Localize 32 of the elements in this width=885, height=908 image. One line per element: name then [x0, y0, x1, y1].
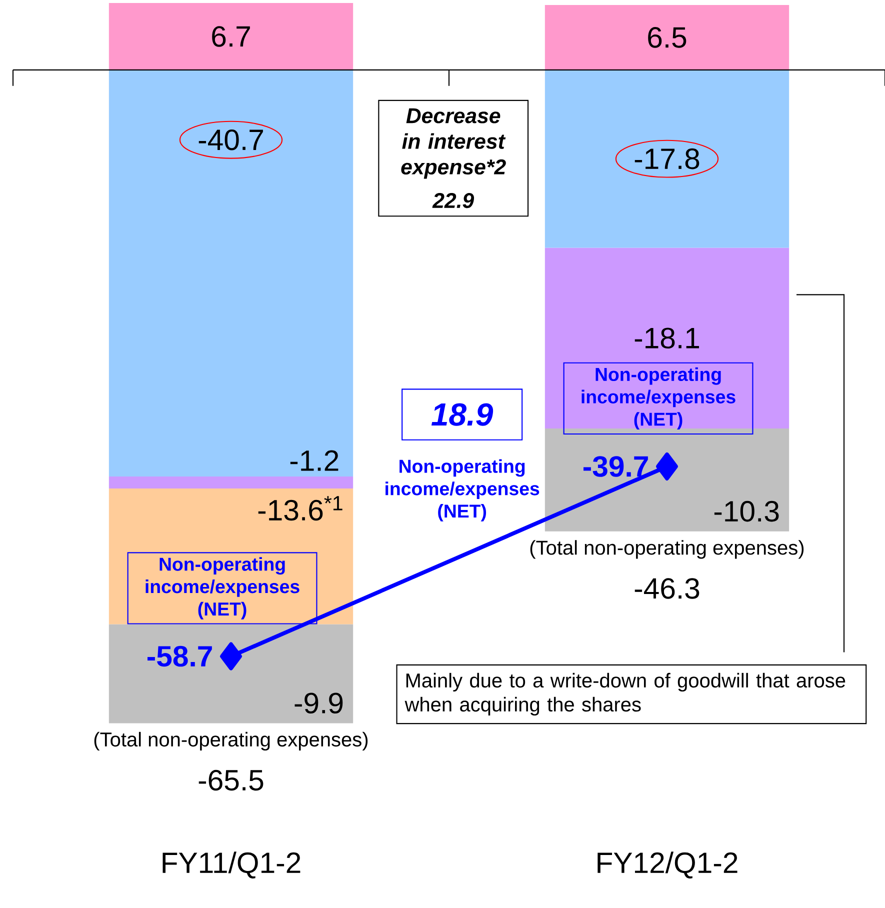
data-label: -17.8 — [634, 148, 700, 170]
annotation: Mainly due to a write-down of goodwill that arose when acquiring the shares — [404, 672, 846, 716]
data-label: -13.6$^{*1}$ — [258, 496, 342, 521]
x-tick-label: FY11/Q1-2 — [162, 852, 300, 878]
bar — [108, 476, 354, 488]
bar — [108, 624, 354, 724]
bar — [108, 70, 354, 476]
data-label: -40.7 — [198, 129, 263, 150]
text: Non-operating income/expenses (NET) — [582, 367, 736, 430]
bar — [544, 428, 790, 532]
annotation: Non-operating income/expenses (NET) — [386, 459, 540, 522]
data-label: -58.7 — [148, 646, 212, 667]
bar — [544, 4, 790, 70]
bar — [544, 248, 790, 429]
data-label: 6.5 — [648, 27, 686, 48]
data-label: -39.7 — [583, 456, 648, 477]
data-label: -9.9 — [294, 692, 343, 714]
annotation: Decrease in interest expense*2 — [401, 108, 506, 179]
annotation: 18.9 — [431, 403, 494, 426]
series-label: Non-operating income/expenses (NET) — [146, 557, 300, 620]
bar — [544, 70, 790, 248]
data-label: -10.3 — [714, 500, 779, 522]
data-label: 6.7 — [212, 26, 250, 47]
annotation: (Total non-operating expenses) — [94, 732, 368, 751]
data-label: -1.2 — [290, 450, 338, 471]
annotation: -46.3 — [634, 578, 700, 599]
bar — [108, 2, 354, 70]
data-label: -18.1 — [634, 328, 699, 349]
annotation: (Total non-operating expenses) — [530, 540, 804, 559]
annotation: -65.5 — [198, 770, 264, 791]
x-tick-label: FY12/Q1-2 — [598, 852, 738, 878]
annotation: 22.9 — [432, 193, 474, 208]
